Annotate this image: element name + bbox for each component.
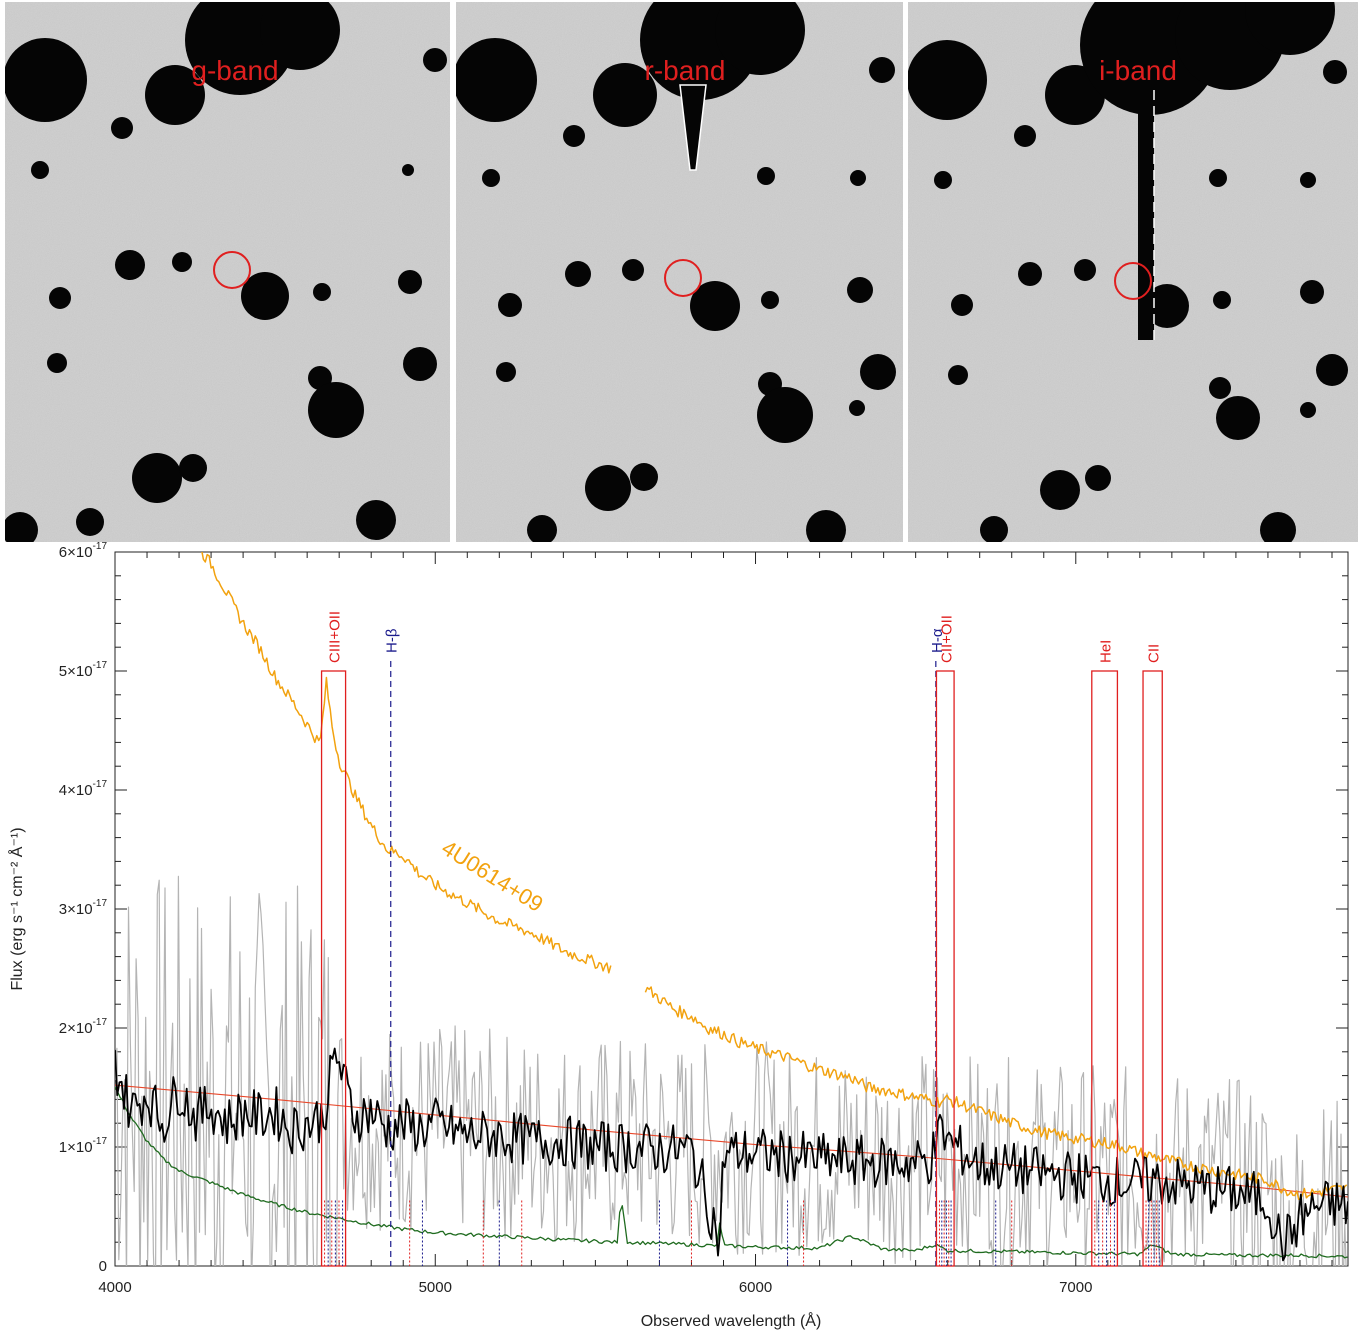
x-tick-label: 7000 [1059,1279,1092,1296]
line-box [320,670,347,1267]
y-tick-label: 5×10-17 [59,660,108,680]
x-tick-label: 4000 [98,1279,131,1296]
x-tick-label: 6000 [739,1279,772,1296]
x-axis-title: Observed wavelength (Å) [641,1311,822,1330]
line-label: CII+OII [938,615,955,663]
y-tick-label: 2×10-17 [59,1017,108,1037]
spectrum-plot: 4000 5000 6000 7000 01×10-172×10-173×10-174… [7,541,1349,1330]
y-tick-label: 6×10-17 [59,541,108,561]
line-label: CII [1146,644,1163,663]
line-label: H-α [929,628,946,653]
target-marker-i [1114,262,1152,300]
line-label: H-β [384,628,401,653]
y-tick-label: 1×10-17 [59,1136,108,1156]
target-marker-g [213,251,251,289]
target-marker-r [664,259,702,297]
line-box [1091,670,1119,1267]
y-tick-label: 4×10-17 [59,779,108,799]
series-raw [115,875,1347,1266]
line-label: CIII+OII [327,611,344,663]
band-label-g: g-band [191,55,278,86]
line-box [1142,670,1163,1267]
y-axis-title: Flux (erg s⁻¹ cm⁻² Å⁻¹) [7,827,26,990]
image-panel-g: g-band [5,2,450,542]
x-ticks: 4000 5000 6000 7000 [98,552,1333,1296]
line-label: HeI [1098,640,1115,663]
band-label-i: i-band [1099,55,1177,86]
y-tick-label: 0 [99,1258,107,1275]
series-sky [115,1086,1348,1259]
y-tick-label: 3×10-17 [59,898,108,918]
line-box [935,670,955,1267]
image-panel-i: i-band [908,2,1358,542]
band-label-r: r-band [645,55,726,86]
x-tick-label: 5000 [419,1279,452,1296]
image-panel-r: r-band [456,2,903,542]
